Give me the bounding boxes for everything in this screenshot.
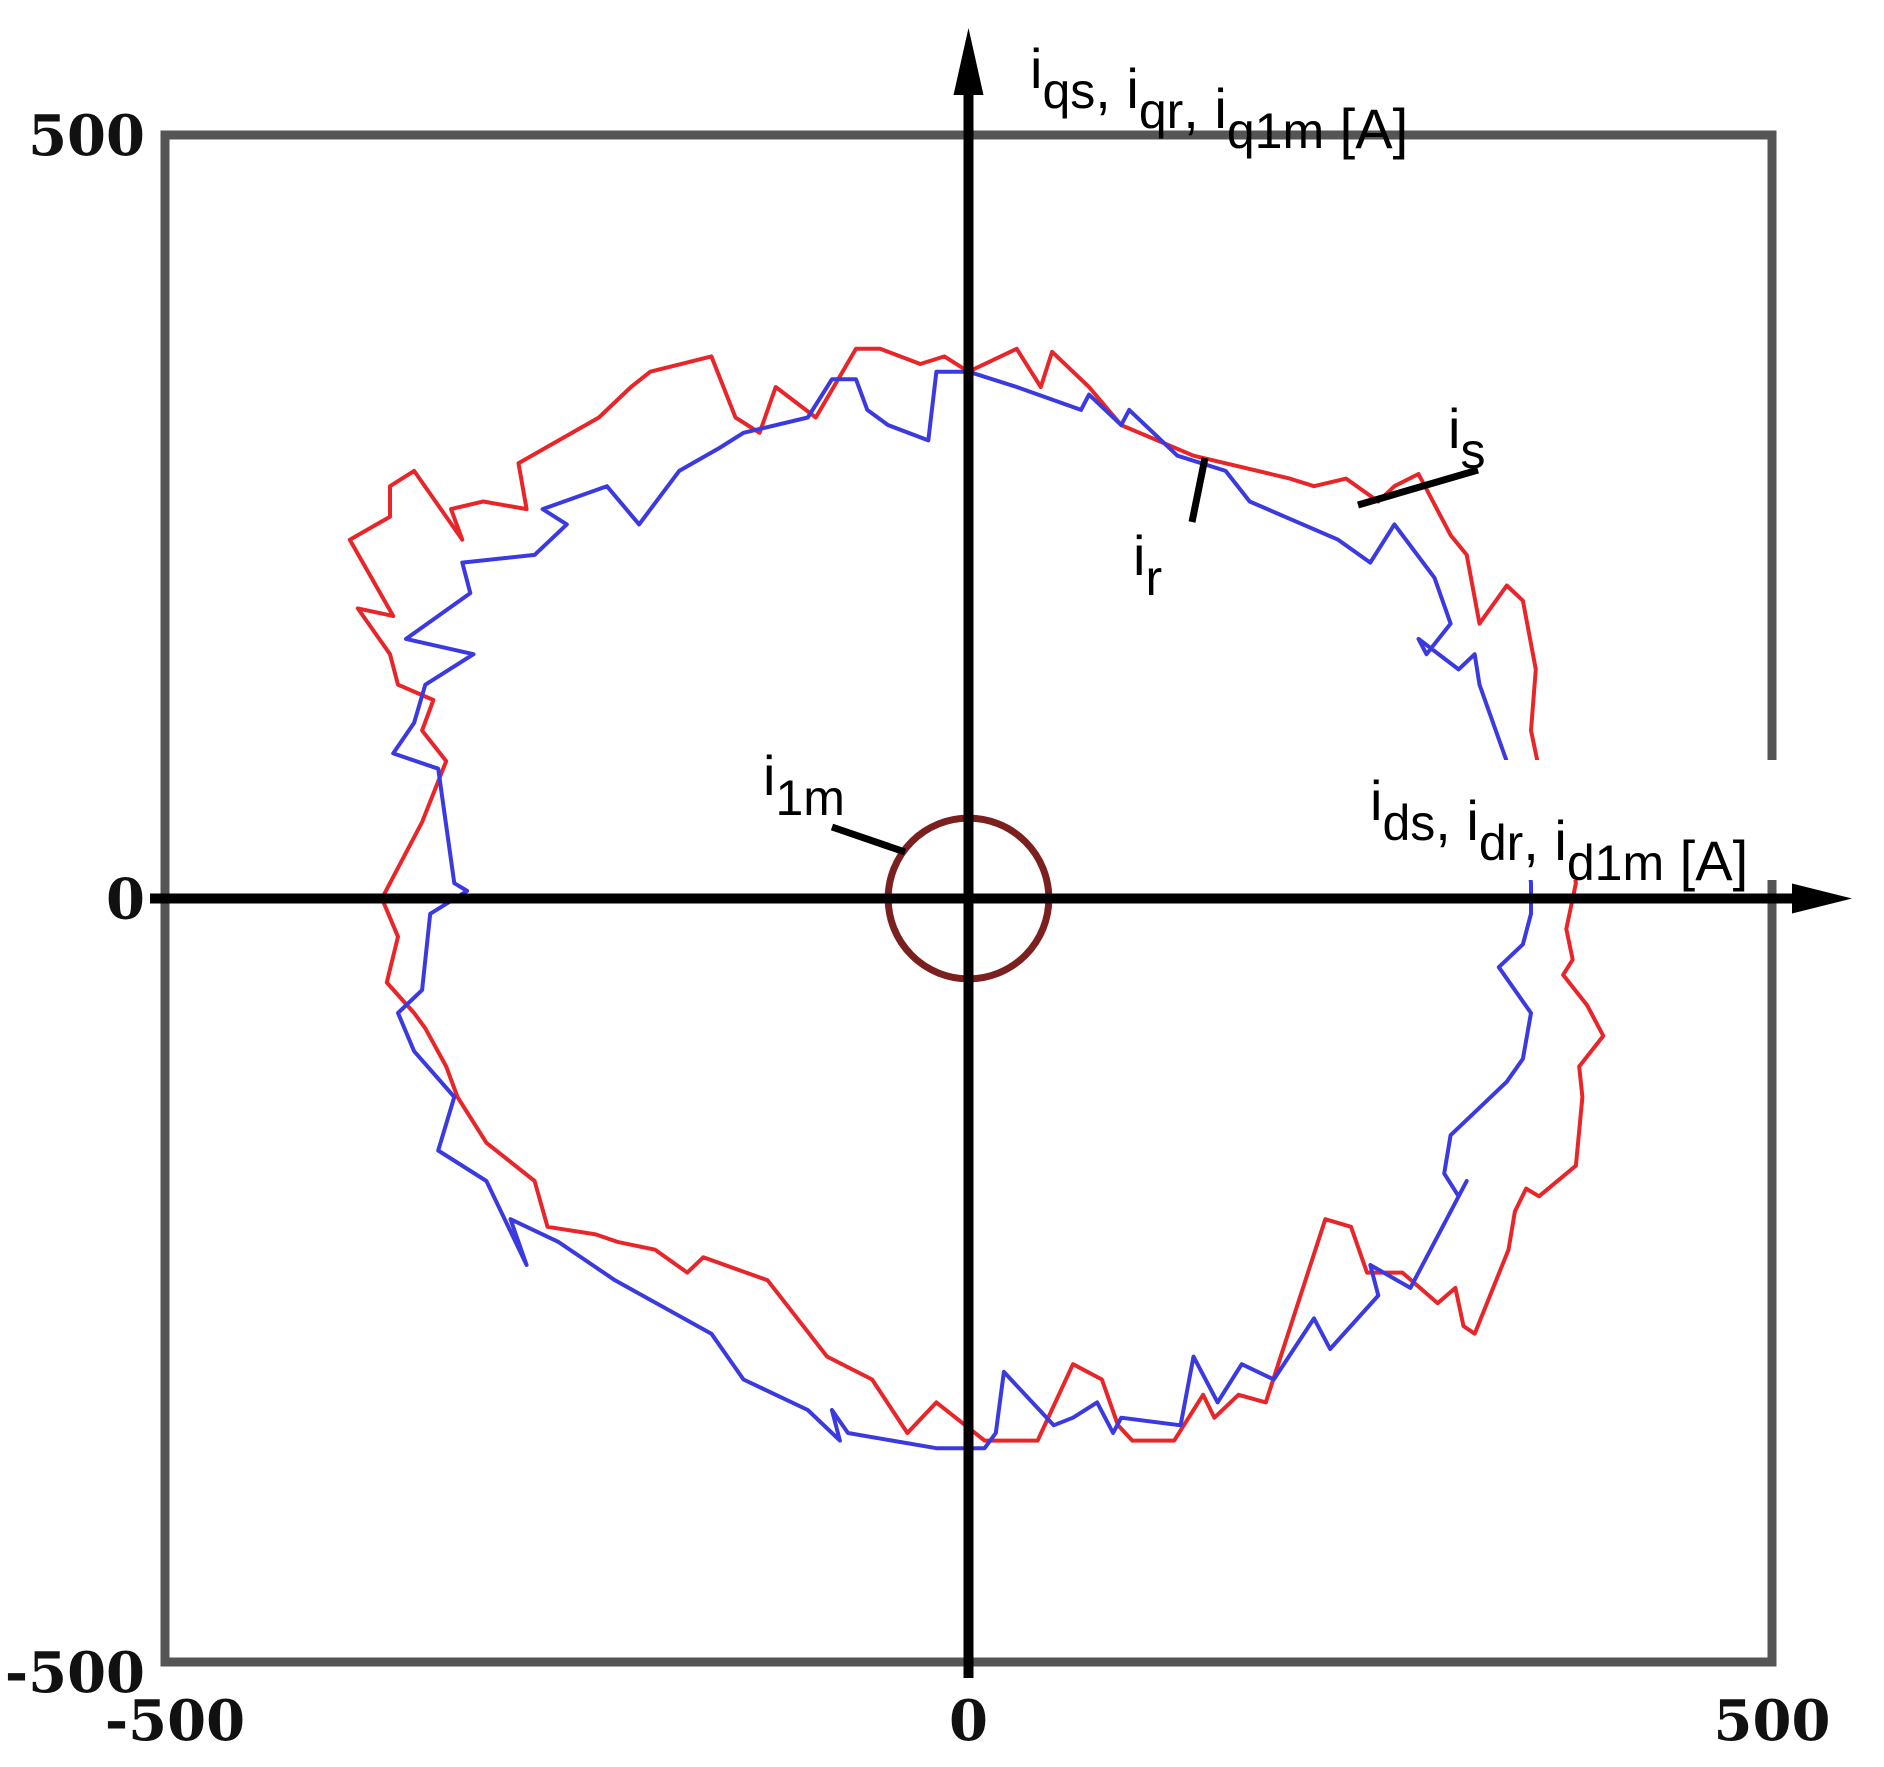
x-tick-label: -500 <box>105 1688 245 1754</box>
x-axis-label: ids, idr, id1m [A] <box>1370 769 1748 892</box>
series-i-s-line <box>347 346 1606 1443</box>
x-axis-arrowhead <box>1792 883 1852 914</box>
annotation-leader-i-s <box>1357 466 1479 509</box>
y-axis-label-unit: [A] <box>1324 97 1408 160</box>
annotation-subscript: r <box>1145 550 1162 606</box>
y-axis-label-subscript: qs <box>1042 63 1095 119</box>
annotation-label-i-r: ir <box>1133 524 1162 606</box>
x-axis-label-subscript: dr <box>1479 815 1523 871</box>
annotation-subscript: s <box>1460 423 1485 479</box>
x-tick-label: 500 <box>1714 1688 1831 1754</box>
annotation-label-i-s: is <box>1448 397 1485 479</box>
series-i-r-line <box>391 369 1533 1451</box>
annotation-subscript: 1m <box>775 770 844 826</box>
y-tick-label: -500 <box>5 1640 145 1706</box>
y-tick-label: 0 <box>106 867 145 933</box>
annotation-leader-i-r <box>1188 457 1209 523</box>
x-axis-label-unit: [A] <box>1664 829 1748 892</box>
x-axis-label-main: i <box>1370 769 1382 832</box>
x-axis-label-subscript: ds <box>1382 795 1435 851</box>
x-axis-label-subscript: d1m <box>1567 835 1664 891</box>
annotation-main: i <box>1133 524 1145 587</box>
y-axis-label-subscript: q1m <box>1227 103 1324 159</box>
y-axis-label-main: , i <box>1095 57 1139 120</box>
x-axis-label-main: , i <box>1435 789 1479 852</box>
annotation-leader-i-1m <box>830 823 907 856</box>
annotation-main: i <box>763 744 775 807</box>
y-axis-label-main: i <box>1030 37 1042 100</box>
y-tick-label: 500 <box>28 103 145 169</box>
x-tick-label: 0 <box>949 1688 988 1754</box>
annotation-main: i <box>1448 397 1460 460</box>
y-axis-arrowhead <box>953 28 984 95</box>
x-axis-label-main: , i <box>1523 809 1567 872</box>
annotation-label-i-1m: i1m <box>763 744 845 826</box>
x-label-backdrop <box>1360 760 1860 880</box>
y-axis-label-subscript: qr <box>1139 83 1183 139</box>
y-axis-label-main: , i <box>1183 77 1227 140</box>
y-axis-label: iqs, iqr, iq1m [A] <box>1030 37 1408 160</box>
